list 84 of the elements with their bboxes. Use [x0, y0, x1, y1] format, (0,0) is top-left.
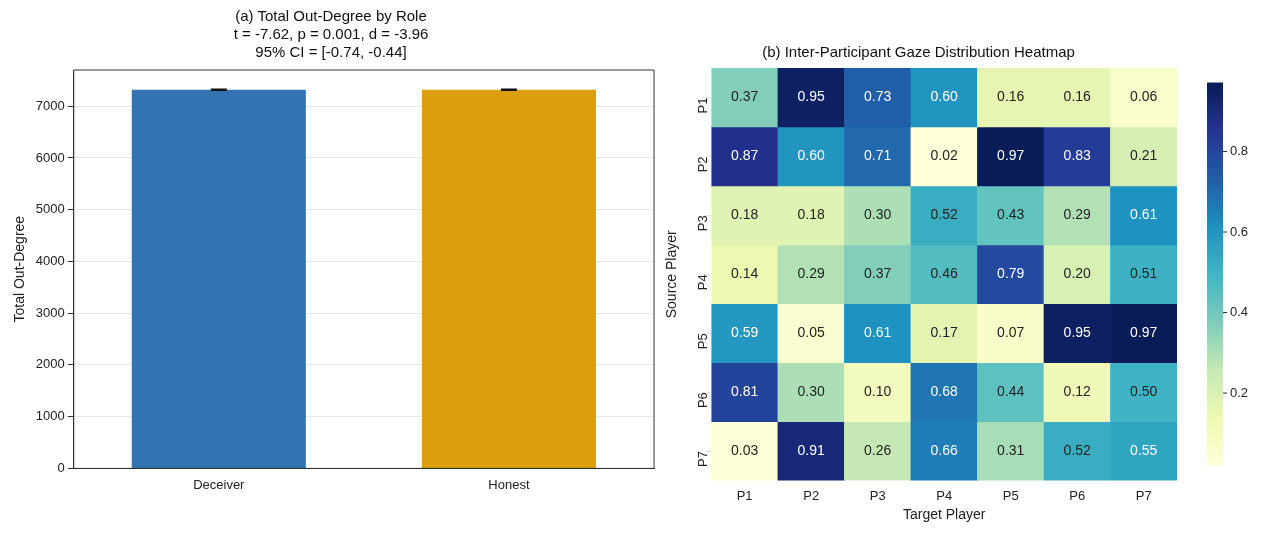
data-label: 0.66 [930, 441, 959, 458]
y-tick-label: P4 [694, 274, 710, 291]
text: 95% CI = [-0.74, -0.44] [255, 43, 407, 61]
data-label: 0.02 [930, 147, 959, 164]
data-label: 0.20 [1063, 265, 1092, 282]
data-label: 0.31 [997, 441, 1025, 458]
y-tick-label: P2 [694, 156, 710, 173]
data-label: 0.05 [797, 324, 826, 341]
x-tick-label: P4 [936, 487, 953, 503]
data-label: 0.71 [864, 147, 892, 164]
y-axis-title: Source Player [663, 230, 680, 319]
data-label: 0.10 [864, 383, 892, 400]
data-label: 0.59 [731, 324, 759, 341]
data-label: 0.30 [864, 206, 892, 223]
data-label: 0.73 [864, 88, 892, 105]
data-label: 0.29 [797, 265, 826, 282]
y-tick-label: P5 [694, 333, 710, 350]
x-tick-label: P1 [736, 487, 753, 503]
y-tick-label: 3000 [35, 304, 65, 320]
data-label: 0.52 [930, 206, 959, 223]
color-bar-label: 0.8 [1230, 143, 1249, 159]
data-label: 0.30 [797, 383, 826, 400]
data-label: 0.55 [1130, 441, 1158, 458]
data-label: 0.51 [1130, 265, 1158, 282]
chart-title: (b) Inter-Participant Gaze Distribution Heatmap [762, 43, 1075, 61]
data-label: 0.17 [930, 324, 959, 341]
data-label: 0.61 [864, 324, 892, 341]
data-label: 0.29 [1063, 206, 1092, 223]
chart-title: (a) Total Out-Degree by Role [235, 7, 427, 25]
y-tick-label: 1000 [35, 408, 65, 424]
data-label: 0.87 [731, 147, 759, 164]
y-tick-label: 7000 [35, 97, 65, 113]
data-label: 0.60 [930, 88, 959, 105]
data-label: 0.12 [1063, 383, 1092, 400]
data-label: 0.68 [930, 383, 959, 400]
data-label: 0.61 [1130, 206, 1158, 223]
x-tick-label: P2 [803, 487, 820, 503]
color-bar-label: 0.4 [1230, 304, 1249, 320]
data-label: 0.07 [997, 324, 1025, 341]
y-tick-label: 4000 [35, 253, 65, 269]
data-label: 0.97 [1130, 324, 1158, 341]
data-label: 0.81 [731, 383, 759, 400]
y-tick-label: 5000 [35, 201, 65, 217]
data-label: 0.16 [1063, 88, 1092, 105]
y-tick-label: 2000 [35, 356, 65, 372]
data-label: 0.91 [797, 441, 826, 458]
x-tick-label: P6 [1069, 487, 1086, 503]
data-label: 0.03 [731, 441, 759, 458]
data-label: 0.16 [997, 88, 1025, 105]
data-label: 0.18 [731, 206, 759, 223]
y-tick-label: 0 [57, 459, 65, 475]
data-label: 0.43 [997, 206, 1025, 223]
color-bar-label: 0.2 [1230, 384, 1249, 400]
data-label: 0.79 [997, 265, 1025, 282]
data-label: 0.37 [731, 88, 759, 105]
data-label: 0.46 [930, 265, 959, 282]
data-label: 0.50 [1130, 383, 1158, 400]
data-label: 0.95 [1063, 324, 1092, 341]
data-label: 0.37 [864, 265, 892, 282]
data-label: 0.95 [797, 88, 826, 105]
data-label: 0.83 [1063, 147, 1092, 164]
data-label: 0.97 [997, 147, 1025, 164]
x-tick-label: Deceiver [193, 476, 246, 492]
x-axis-title: Target Player [902, 506, 986, 523]
x-tick-label: P3 [869, 487, 886, 503]
data-label: 0.52 [1063, 441, 1092, 458]
data-label: 0.44 [997, 383, 1025, 400]
data-label: 0.18 [797, 206, 826, 223]
data-label: 0.21 [1130, 147, 1158, 164]
data-label: 0.60 [797, 147, 826, 164]
color-bar-label: 0.6 [1230, 223, 1249, 239]
y-tick-label: P1 [694, 97, 710, 114]
data-label: 0.14 [731, 265, 759, 282]
y-tick-label: 6000 [35, 149, 65, 165]
y-tick-label: P7 [694, 451, 710, 468]
data-label: 0.26 [864, 441, 892, 458]
x-tick-label: Honest [488, 476, 530, 492]
chart-subtitle: t = -7.62, p = 0.001, d = -3.96 [233, 25, 429, 43]
data-label: 0.06 [1130, 88, 1158, 105]
x-tick-label: P5 [1002, 487, 1019, 503]
y-tick-label: P3 [694, 215, 710, 232]
y-tick-label: P6 [694, 392, 710, 409]
y-axis-title: Total Out-Degree [11, 215, 28, 323]
x-tick-label: P7 [1135, 487, 1152, 503]
